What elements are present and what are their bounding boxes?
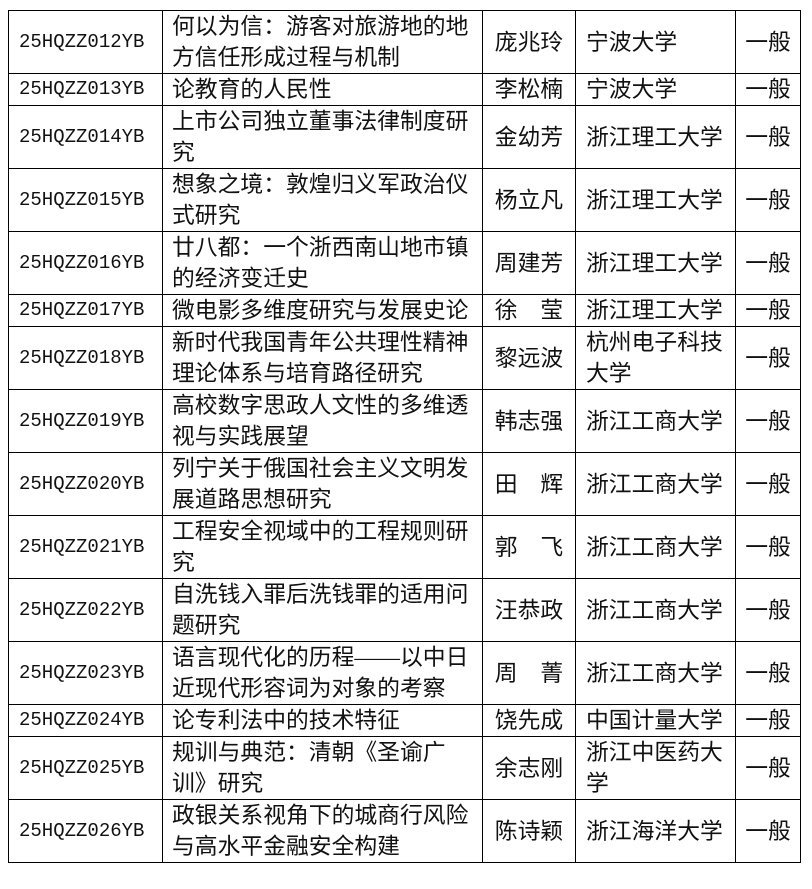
institution: 浙江工商大学 [575,641,736,705]
project-title: 工程安全视域中的工程规则研究 [162,515,483,579]
project-title: 列宁关于俄国社会主义文明发展道路思想研究 [162,452,483,516]
project-table: 25HQZZ012YB 何以为信：游客对旅游地的地方信任形成过程与机制 庞兆玲 宁波大… [8,10,801,863]
project-code: 25HQZZ022YB [8,578,163,642]
project-code: 25HQZZ017YB [8,294,163,327]
table-row: 25HQZZ022YB 自洗钱入罪后洗钱罪的适用问题研究 汪恭政 浙江工商大学 一般 [8,578,801,642]
table-row: 25HQZZ020YB 列宁关于俄国社会主义文明发展道路思想研究田 辉浙江工商大学… [8,452,801,516]
project-title: 新时代我国青年公共理性精神理论体系与培育路径研究 [162,326,483,390]
table-row: 25HQZZ016YB 廿八都：一个浙西南山地市镇的经济变迁史 周建芳 浙江理工大学一… [8,231,801,295]
table-row: 25HQZZ026YB 政银关系视角下的城商行风险与高水平金融安全构建 陈诗颖 浙江海… [8,799,801,863]
project-code: 25HQZZ016YB [8,231,163,295]
institution: 宁波大学 [575,73,736,106]
project-code: 25HQZZ020YB [8,452,163,516]
institution: 浙江工商大学 [575,452,736,516]
table-row: 25HQZZ023YB 语言现代化的历程——以中日近现代形容词为对象的考察周 菁浙… [8,641,801,705]
person-name: 周建芳 [482,231,576,295]
institution: 浙江理工大学 [575,105,736,169]
project-code: 25HQZZ026YB [8,799,163,863]
project-title: 规训与典范：清朝《圣谕广训》研究 [162,736,483,800]
person-name: 黎远波 [482,326,576,390]
project-title: 微电影多维度研究与发展史论 [162,294,483,327]
project-level: 一般 [735,578,801,642]
project-title: 想象之境：敦煌归义军政治仪式研究 [162,168,483,232]
project-code: 25HQZZ021YB [8,515,163,579]
institution: 浙江理工大学 [575,168,736,232]
project-level: 一般 [735,326,801,390]
institution: 浙江工商大学 [575,389,736,453]
person-name: 韩志强 [482,389,576,453]
table-row: 25HQZZ025YB 规训与典范：清朝《圣谕广训》研究 余志刚 浙江中医药大学 一般 [8,736,801,800]
project-level: 一般 [735,515,801,579]
table-row: 25HQZZ012YB 何以为信：游客对旅游地的地方信任形成过程与机制 庞兆玲 宁波大… [8,10,801,74]
person-name: 田 辉 [482,452,576,516]
table-row: 25HQZZ017YB 微电影多维度研究与发展史论徐 莹浙江理工大学 一般 [8,294,801,327]
institution: 杭州电子科技大学 [575,326,736,390]
project-level: 一般 [735,294,801,327]
institution: 浙江理工大学 [575,231,736,295]
project-title: 高校数字思政人文性的多维透视与实践展望 [162,389,483,453]
project-level: 一般 [735,168,801,232]
institution: 浙江中医药大学 [575,736,736,800]
person-name: 陈诗颖 [482,799,576,863]
table-row: 25HQZZ018YB 新时代我国青年公共理性精神理论体系与培育路径研究 黎远波 杭州… [8,326,801,390]
project-level: 一般 [735,73,801,106]
project-level: 一般 [735,389,801,453]
project-title: 论专利法中的技术特征 [162,704,483,737]
project-title: 政银关系视角下的城商行风险与高水平金融安全构建 [162,799,483,863]
project-code: 25HQZZ013YB [8,73,163,106]
project-title: 何以为信：游客对旅游地的地方信任形成过程与机制 [162,10,483,74]
person-name: 周 菁 [482,641,576,705]
person-name: 余志刚 [482,736,576,800]
project-title: 廿八都：一个浙西南山地市镇的经济变迁史 [162,231,483,295]
institution: 宁波大学 [575,10,736,74]
project-level: 一般 [735,736,801,800]
project-code: 25HQZZ014YB [8,105,163,169]
project-level: 一般 [735,105,801,169]
table-row: 25HQZZ019YB 高校数字思政人文性的多维透视与实践展望 韩志强 浙江工商大学一… [8,389,801,453]
person-name: 徐 莹 [482,294,576,327]
project-code: 25HQZZ018YB [8,326,163,390]
person-name: 金幼芳 [482,105,576,169]
project-code: 25HQZZ023YB [8,641,163,705]
table-row: 25HQZZ015YB 想象之境：敦煌归义军政治仪式研究 杨立凡 浙江理工大学 一般 [8,168,801,232]
institution: 浙江工商大学 [575,578,736,642]
project-code: 25HQZZ024YB [8,704,163,737]
project-title: 语言现代化的历程——以中日近现代形容词为对象的考察 [162,641,483,705]
institution: 浙江理工大学 [575,294,736,327]
project-level: 一般 [735,641,801,705]
project-level: 一般 [735,704,801,737]
table-row: 25HQZZ013YB 论教育的人民性 李松楠 宁波大学 一般 [8,73,801,106]
project-level: 一般 [735,452,801,516]
project-level: 一般 [735,10,801,74]
table-row: 25HQZZ024YB 论专利法中的技术特征 饶先成 中国计量大学 一般 [8,704,801,737]
institution: 中国计量大学 [575,704,736,737]
project-code: 25HQZZ015YB [8,168,163,232]
person-name: 庞兆玲 [482,10,576,74]
project-code: 25HQZZ025YB [8,736,163,800]
table-row: 25HQZZ021YB 工程安全视域中的工程规则研究郭 飞浙江工商大学 一般 [8,515,801,579]
project-title: 自洗钱入罪后洗钱罪的适用问题研究 [162,578,483,642]
person-name: 饶先成 [482,704,576,737]
person-name: 郭 飞 [482,515,576,579]
person-name: 李松楠 [482,73,576,106]
person-name: 汪恭政 [482,578,576,642]
project-level: 一般 [735,231,801,295]
project-code: 25HQZZ019YB [8,389,163,453]
institution: 浙江海洋大学 [575,799,736,863]
table-row: 25HQZZ014YB 上市公司独立董事法律制度研究 金幼芳 浙江理工大学 一般 [8,105,801,169]
project-title: 论教育的人民性 [162,73,483,106]
project-level: 一般 [735,799,801,863]
project-title: 上市公司独立董事法律制度研究 [162,105,483,169]
person-name: 杨立凡 [482,168,576,232]
project-code: 25HQZZ012YB [8,10,163,74]
institution: 浙江工商大学 [575,515,736,579]
